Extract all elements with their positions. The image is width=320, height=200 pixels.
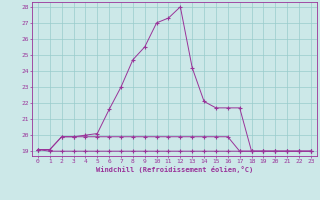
X-axis label: Windchill (Refroidissement éolien,°C): Windchill (Refroidissement éolien,°C) <box>96 166 253 173</box>
